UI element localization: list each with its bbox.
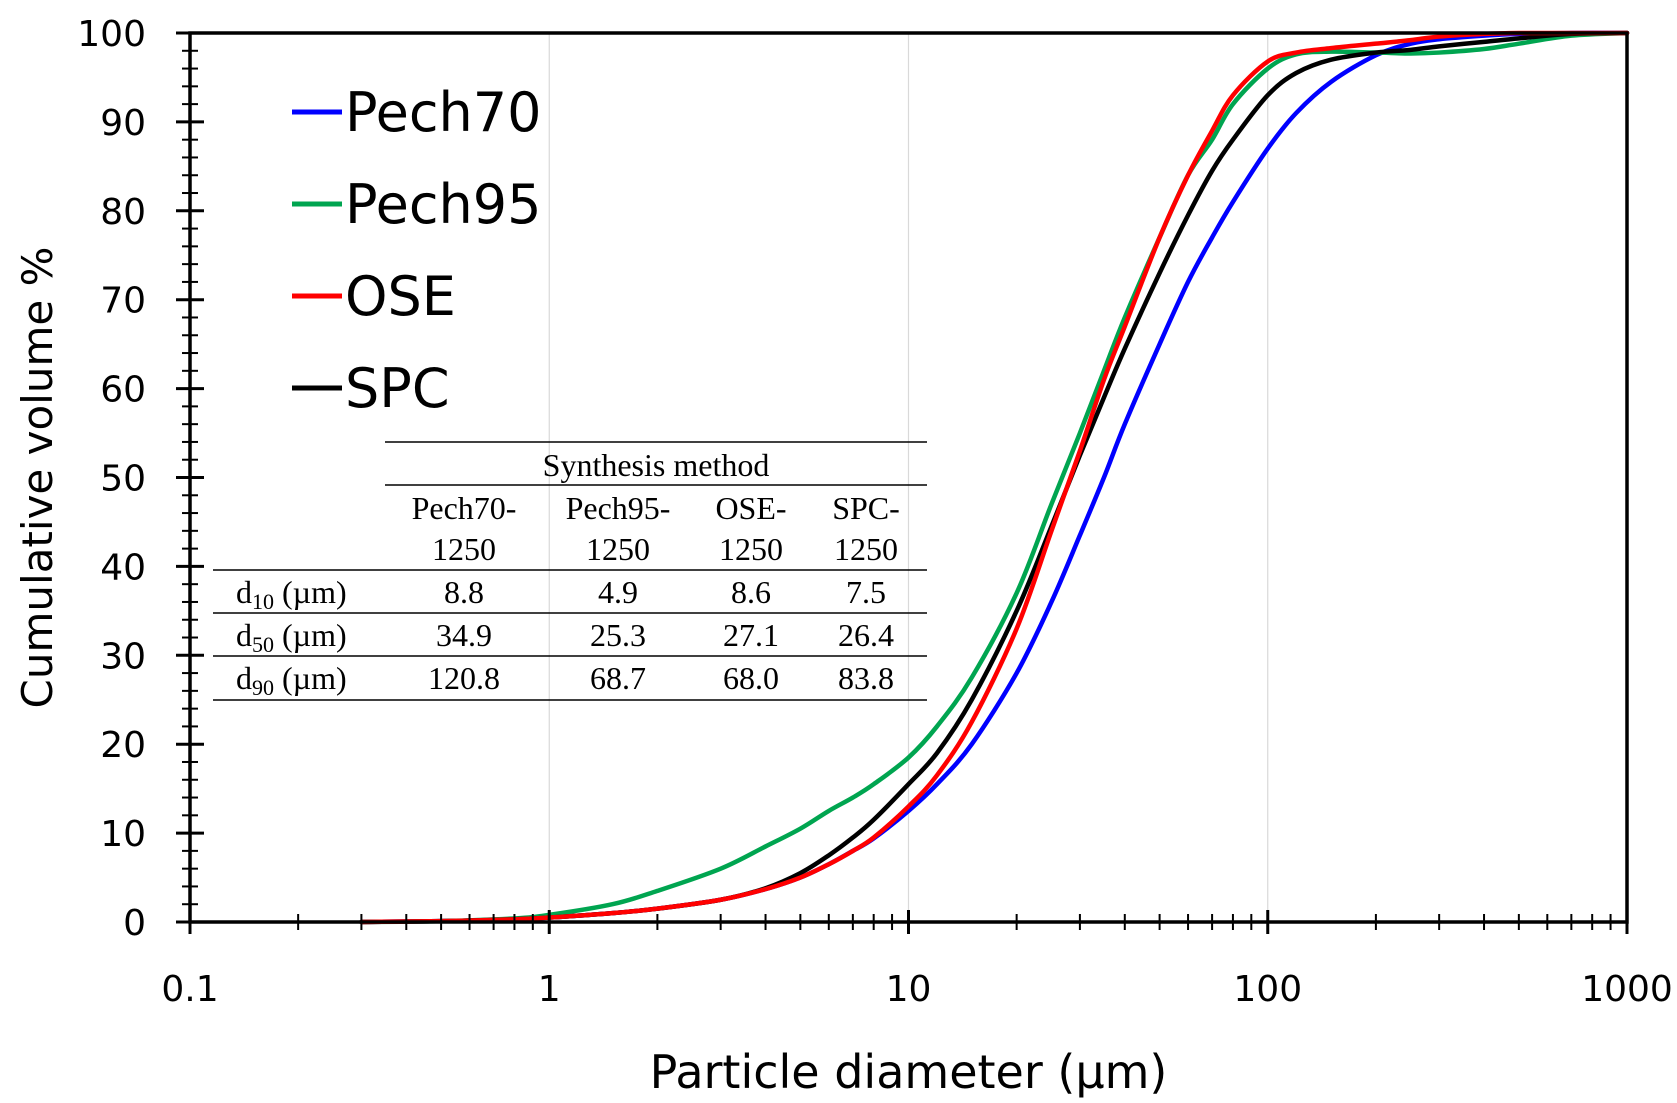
summary-table: Synthesis method Pech70- 1250 Pech95- 1250 OS… — [213, 441, 927, 701]
x-tick-label: 1 — [538, 969, 561, 1010]
table-column-header: OSE- — [715, 490, 786, 526]
table-column-header: Pech95- — [566, 490, 671, 526]
y-axis-ticks: 0 10 20 30 40 50 60 70 80 90 100 — [77, 14, 204, 944]
legend-label-spc: SPC — [345, 357, 450, 420]
x-axis-label: Particle diameter (µm) — [650, 1045, 1168, 1099]
vertical-gridlines — [548, 33, 1269, 922]
table-cell: 4.9 — [598, 574, 638, 610]
table-cell: 34.9 — [436, 617, 492, 653]
x-tick-label: 1000 — [1581, 969, 1673, 1010]
table-row-label: d50 (µm) — [236, 617, 347, 657]
table-cell: 8.8 — [444, 574, 484, 610]
y-tick-label: 60 — [100, 370, 146, 411]
table-column-header: 1250 — [586, 531, 650, 567]
x-tick-label: 100 — [1233, 969, 1302, 1010]
table-cell: 27.1 — [723, 617, 779, 653]
y-axis-label: Cumulative volume % — [13, 247, 62, 709]
table-column-header: 1250 — [719, 531, 783, 567]
table-column-header: 1250 — [834, 531, 898, 567]
series-lines — [359, 30, 1630, 925]
y-tick-label: 50 — [100, 459, 146, 500]
y-tick-label: 10 — [100, 814, 146, 855]
table-column-header: SPC- — [832, 490, 900, 526]
y-tick-label: 40 — [100, 547, 146, 588]
table-row-label: d10 (µm) — [236, 574, 347, 614]
y-tick-label: 30 — [100, 636, 146, 677]
table-cell: 83.8 — [838, 660, 894, 696]
table-cell: 25.3 — [590, 617, 646, 653]
table-cell: 8.6 — [731, 574, 771, 610]
x-tick-label: 0.1 — [161, 969, 218, 1010]
legend-label-pech70: Pech70 — [345, 81, 542, 144]
y-tick-label: 80 — [100, 192, 146, 233]
table-cell: 68.0 — [723, 660, 779, 696]
series-line-ose — [359, 30, 1630, 925]
table-column-header: Pech70- — [412, 490, 517, 526]
y-tick-label: 70 — [100, 281, 146, 322]
table-group-header: Synthesis method — [543, 447, 770, 483]
y-tick-label: 0 — [123, 903, 146, 944]
x-tick-label: 10 — [886, 969, 932, 1010]
y-tick-label: 20 — [100, 725, 146, 766]
table-row-label: d90 (µm) — [236, 660, 347, 700]
table-cell: 68.7 — [590, 660, 646, 696]
table-cell: 7.5 — [846, 574, 886, 610]
table-cell: 26.4 — [838, 617, 894, 653]
y-tick-label: 100 — [77, 14, 146, 55]
y-tick-label: 90 — [100, 103, 146, 144]
legend-label-ose: OSE — [345, 265, 456, 328]
table-cell: 120.8 — [428, 660, 500, 696]
legend-label-pech95: Pech95 — [345, 173, 542, 236]
legend: Pech70 Pech95 OSE SPC — [292, 81, 542, 420]
x-axis-ticks: 0.1 1 10 100 1000 — [161, 910, 1673, 1010]
table-column-header: 1250 — [432, 531, 496, 567]
